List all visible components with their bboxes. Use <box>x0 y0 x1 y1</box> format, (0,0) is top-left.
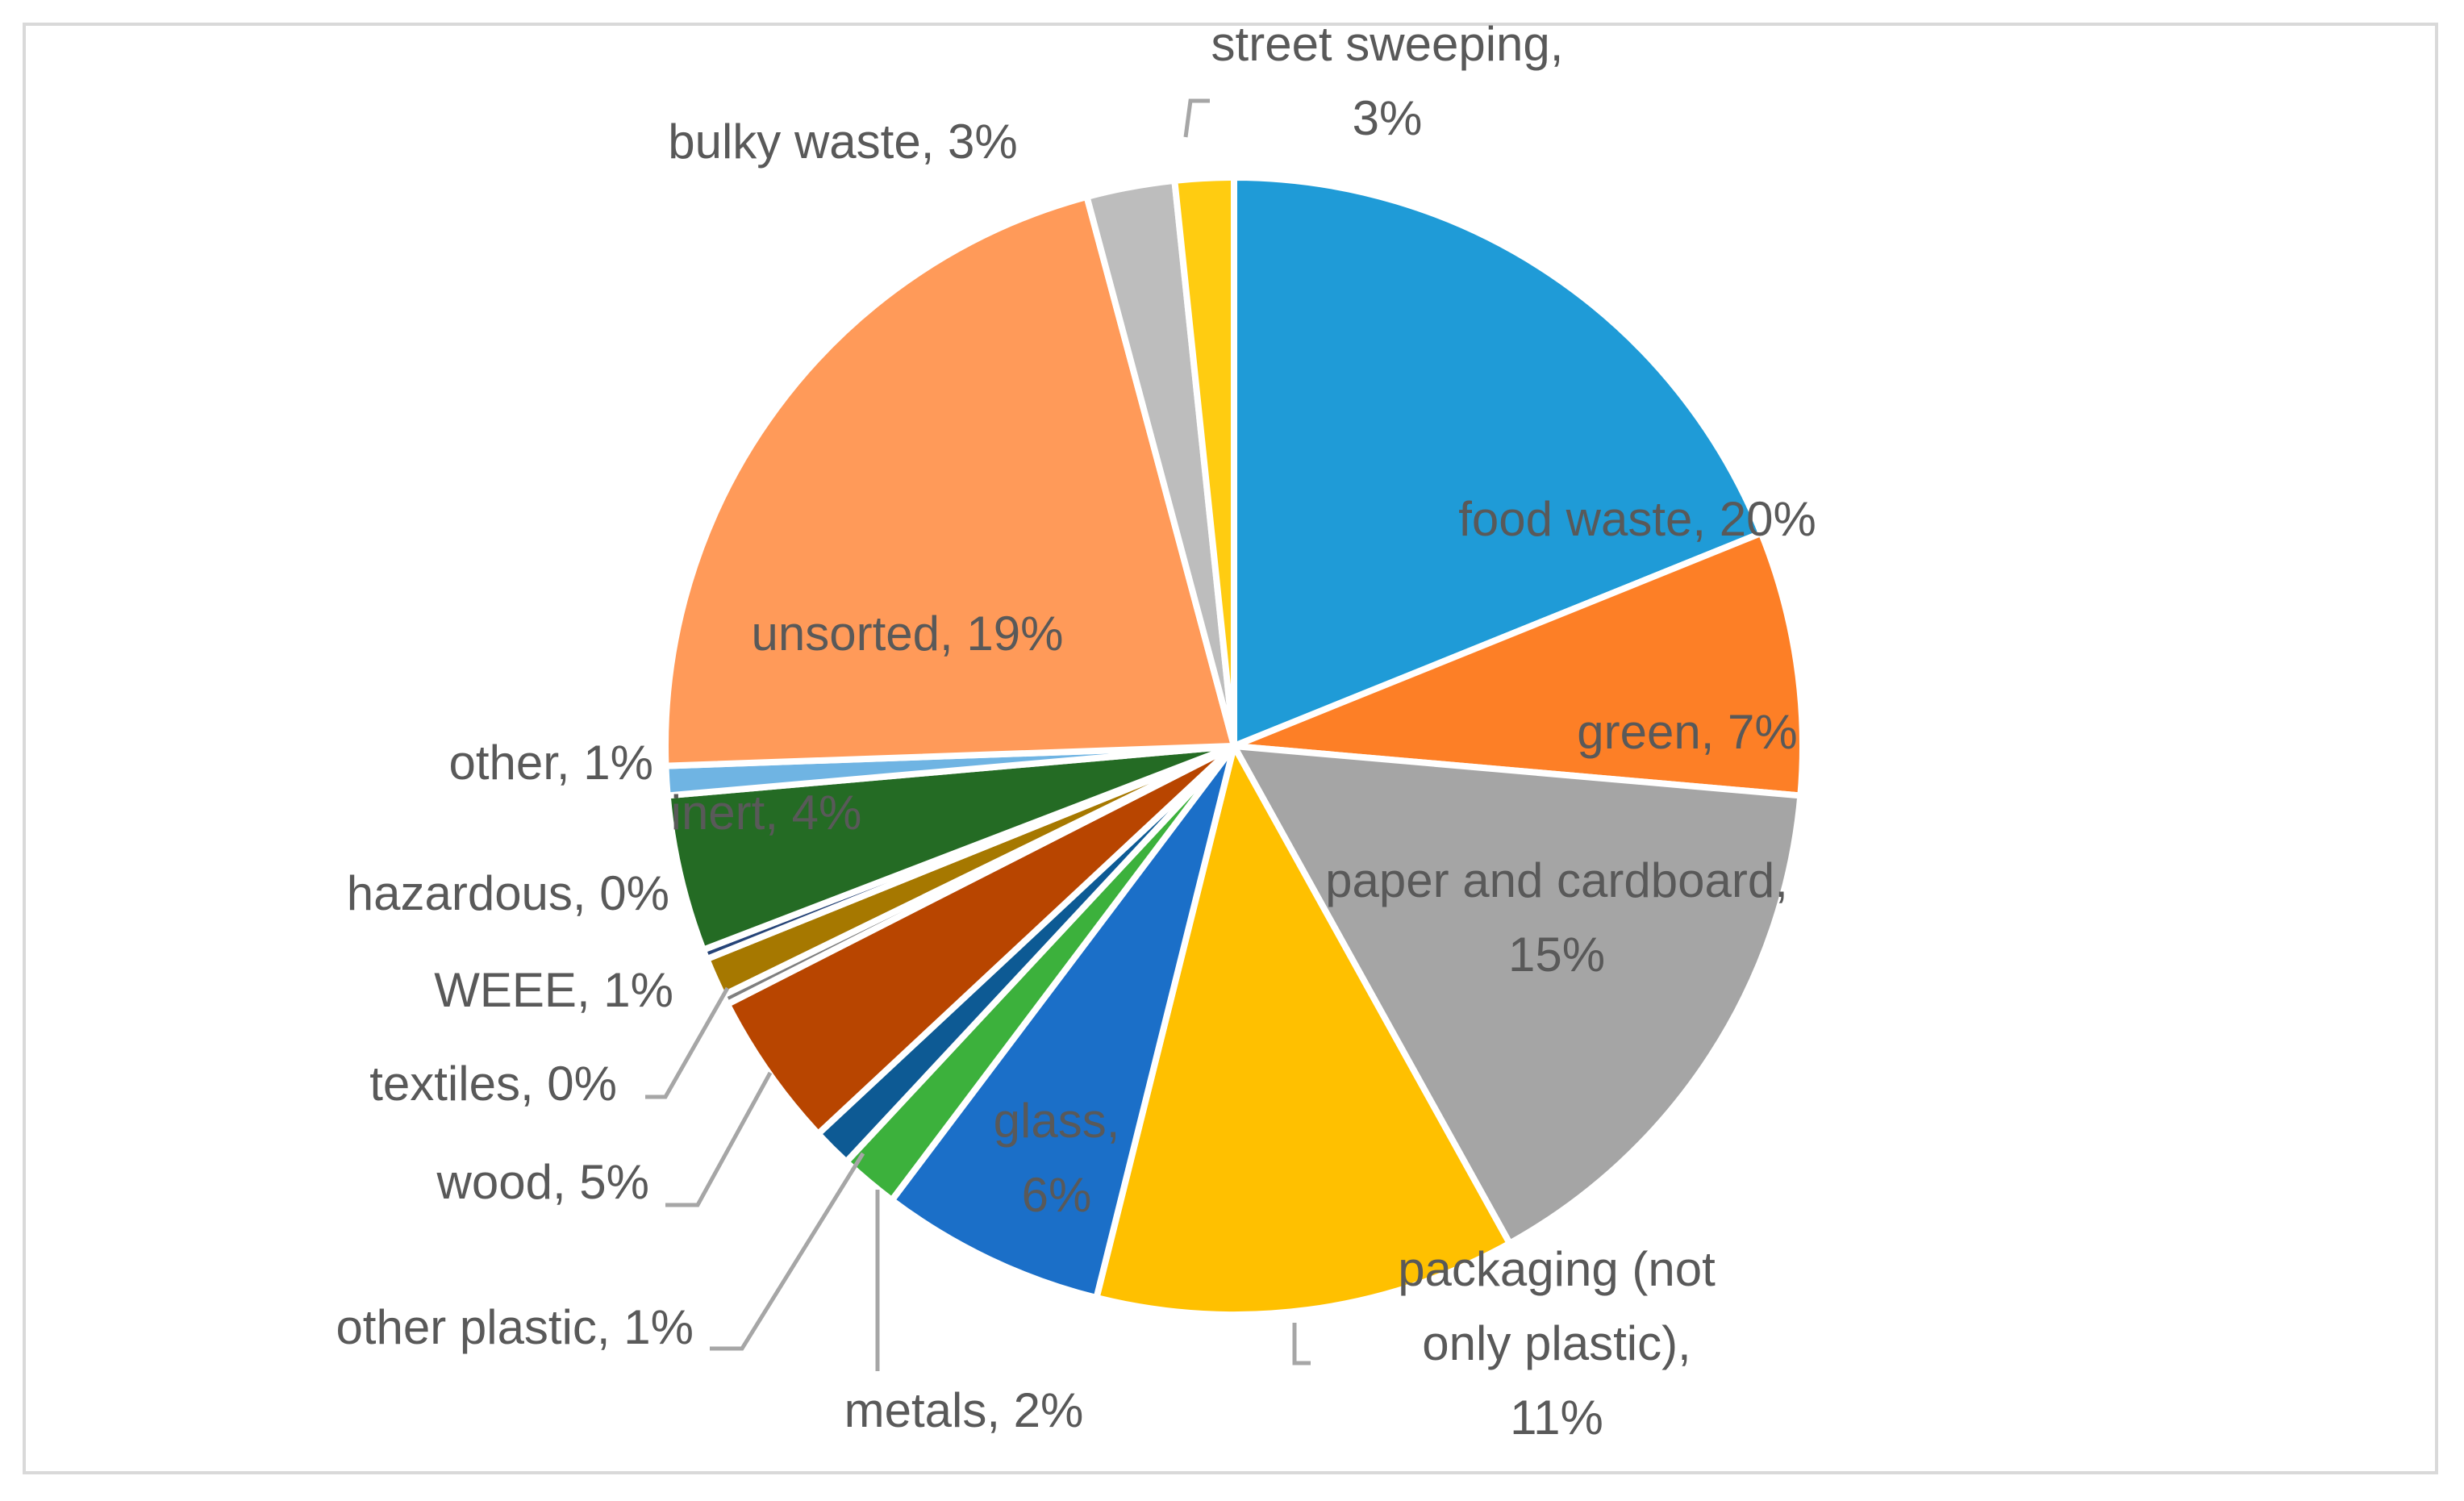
data-label: wood, 5% <box>436 1155 650 1209</box>
slice-paper-and-cardboard <box>1231 743 1804 1247</box>
data-label: paper and cardboard, 15% <box>1325 853 1788 982</box>
data-label: unsorted, 19% <box>752 607 1064 661</box>
data-label: other, 1% <box>448 736 653 790</box>
pie-slices <box>662 174 1807 1318</box>
data-label: inert, 4% <box>671 786 862 840</box>
data-labels: food waste, 20% green, 7% paper and cardbo… <box>336 17 1816 1445</box>
data-label: food waste, 20% <box>1458 492 1816 546</box>
slice-food-waste <box>1231 174 1765 749</box>
leader-line <box>1183 98 1210 138</box>
data-label: metals, 2% <box>844 1383 1084 1437</box>
leader-line <box>1292 1323 1311 1365</box>
leader-line <box>645 986 730 1099</box>
data-label: bulky waste, 3% <box>668 115 1018 169</box>
data-label: street sweeping, 3% <box>1211 17 1564 145</box>
leader-line <box>665 1071 773 1207</box>
data-label: WEEE, 1% <box>434 963 673 1017</box>
data-label: other plastic, 1% <box>336 1300 694 1354</box>
data-label: green, 7% <box>1577 705 1798 759</box>
data-label: packaging (not only plastic), 11% <box>1398 1242 1716 1445</box>
data-label: hazardous, 0% <box>347 866 669 920</box>
slice-street-sweeping <box>1171 174 1237 749</box>
slice-green <box>1231 529 1807 799</box>
data-label: textiles, 0% <box>369 1057 617 1111</box>
leader-line <box>710 1152 865 1351</box>
slice-glass <box>888 743 1237 1302</box>
leader-lines <box>645 98 1311 1371</box>
slice-unsorted <box>662 194 1237 769</box>
data-label: glass, 6% <box>994 1094 1120 1222</box>
